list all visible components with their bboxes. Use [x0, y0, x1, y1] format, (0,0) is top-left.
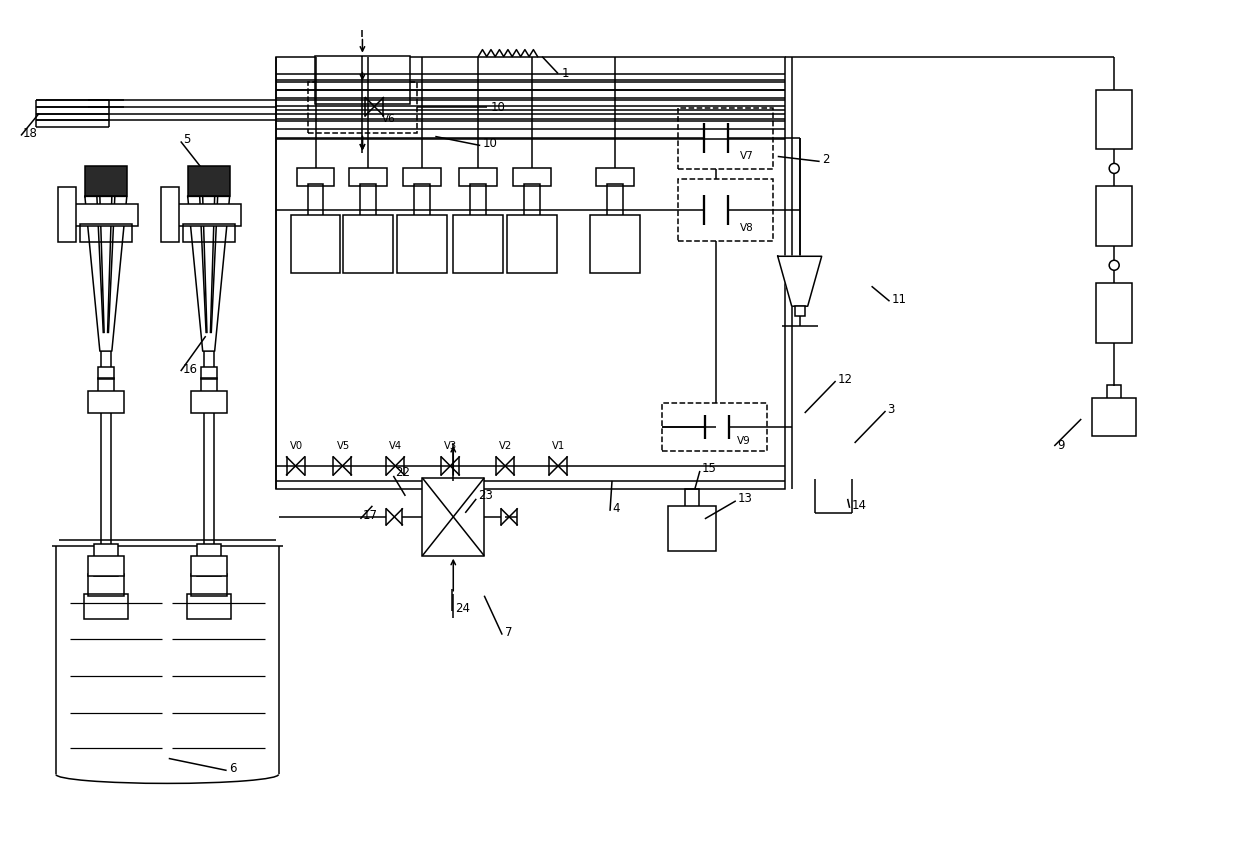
- Bar: [79, 225, 131, 242]
- Bar: [343, 215, 393, 273]
- Text: V4: V4: [389, 441, 403, 451]
- Text: 14: 14: [852, 500, 867, 512]
- Bar: [84, 167, 126, 196]
- Text: 11: 11: [892, 293, 906, 305]
- Text: 24: 24: [455, 602, 470, 615]
- Bar: [596, 168, 634, 187]
- Bar: [668, 505, 715, 551]
- Bar: [308, 184, 324, 216]
- Text: 13: 13: [738, 492, 753, 505]
- Circle shape: [1110, 260, 1120, 270]
- Bar: [74, 204, 138, 226]
- Text: 10: 10: [482, 137, 497, 150]
- Bar: [315, 56, 410, 103]
- Bar: [84, 594, 128, 619]
- Bar: [525, 184, 541, 216]
- Bar: [187, 594, 231, 619]
- Text: V6: V6: [382, 114, 396, 124]
- Text: 2: 2: [822, 153, 830, 166]
- Text: 16: 16: [182, 362, 197, 376]
- Text: V5: V5: [336, 441, 350, 451]
- Bar: [308, 82, 418, 134]
- Bar: [161, 188, 179, 242]
- Bar: [187, 167, 229, 196]
- Bar: [88, 391, 124, 413]
- Bar: [590, 215, 640, 273]
- Text: 18: 18: [24, 127, 38, 140]
- Text: 22: 22: [396, 467, 410, 479]
- Bar: [94, 561, 118, 576]
- Bar: [191, 574, 227, 595]
- Text: 1: 1: [562, 67, 569, 80]
- Bar: [513, 168, 551, 187]
- Bar: [1096, 89, 1132, 150]
- Text: V8: V8: [740, 224, 754, 233]
- Bar: [58, 188, 76, 242]
- Bar: [88, 556, 124, 576]
- Bar: [88, 574, 124, 595]
- Bar: [197, 544, 221, 558]
- Text: V7: V7: [740, 151, 754, 161]
- Text: 7: 7: [505, 627, 512, 639]
- Text: V0: V0: [290, 441, 303, 451]
- Bar: [1107, 385, 1121, 399]
- Bar: [98, 378, 114, 393]
- Bar: [275, 56, 785, 489]
- Text: V3: V3: [444, 441, 458, 451]
- Bar: [361, 184, 377, 216]
- Bar: [98, 367, 114, 379]
- Bar: [1096, 283, 1132, 343]
- Bar: [459, 168, 497, 187]
- Text: 9: 9: [1058, 440, 1065, 452]
- Text: 3: 3: [888, 403, 895, 415]
- Bar: [684, 489, 699, 507]
- Bar: [795, 306, 805, 316]
- Bar: [470, 184, 486, 216]
- Polygon shape: [84, 196, 126, 351]
- Circle shape: [1110, 163, 1120, 173]
- Bar: [403, 168, 441, 187]
- Text: 4: 4: [613, 502, 620, 516]
- Bar: [678, 108, 773, 169]
- Bar: [290, 215, 341, 273]
- Bar: [182, 225, 234, 242]
- Text: 12: 12: [838, 373, 853, 385]
- Text: V2: V2: [500, 441, 512, 451]
- Bar: [414, 184, 430, 216]
- Text: 23: 23: [479, 489, 494, 502]
- Polygon shape: [777, 257, 822, 306]
- Text: 10: 10: [490, 101, 505, 114]
- Bar: [1092, 398, 1136, 436]
- Text: 5: 5: [182, 133, 190, 146]
- Bar: [454, 215, 503, 273]
- Text: V9: V9: [737, 436, 750, 446]
- Bar: [662, 403, 766, 451]
- Text: 17: 17: [362, 510, 377, 522]
- Bar: [191, 391, 227, 413]
- Text: 6: 6: [228, 762, 236, 775]
- Bar: [423, 478, 485, 556]
- Bar: [608, 184, 622, 216]
- Bar: [507, 215, 557, 273]
- Bar: [197, 561, 221, 576]
- Bar: [191, 556, 227, 576]
- Bar: [350, 168, 387, 187]
- Bar: [177, 204, 241, 226]
- Bar: [296, 168, 335, 187]
- Bar: [201, 378, 217, 393]
- Bar: [678, 179, 773, 241]
- Bar: [201, 367, 217, 379]
- Text: 15: 15: [702, 463, 717, 475]
- Bar: [1096, 187, 1132, 246]
- Polygon shape: [187, 196, 229, 351]
- Bar: [94, 544, 118, 558]
- Bar: [397, 215, 448, 273]
- Text: V1: V1: [552, 441, 565, 451]
